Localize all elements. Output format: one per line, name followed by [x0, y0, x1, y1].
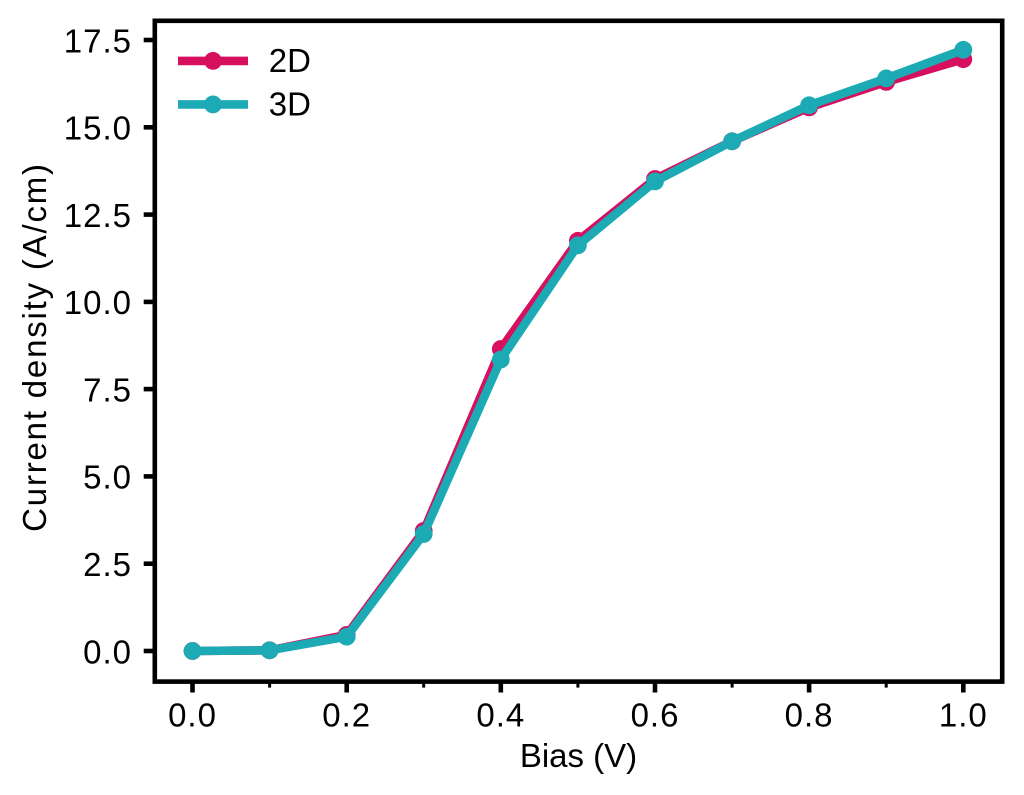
svg-text:15.0: 15.0 [64, 110, 132, 147]
svg-text:0.8: 0.8 [785, 696, 834, 733]
svg-text:7.5: 7.5 [83, 371, 132, 408]
svg-text:1.0: 1.0 [939, 696, 988, 733]
svg-text:0.2: 0.2 [322, 696, 371, 733]
svg-text:0.6: 0.6 [631, 696, 680, 733]
svg-text:0.0: 0.0 [83, 633, 132, 670]
svg-text:0.4: 0.4 [476, 696, 525, 733]
svg-text:Bias (V): Bias (V) [520, 737, 637, 774]
svg-text:5.0: 5.0 [83, 459, 132, 496]
svg-text:Current density (A/cm): Current density (A/cm) [16, 162, 53, 532]
svg-text:0.0: 0.0 [168, 696, 217, 733]
svg-text:3D: 3D [269, 86, 311, 123]
svg-text:2D: 2D [269, 42, 311, 79]
svg-text:17.5: 17.5 [64, 22, 132, 59]
svg-text:10.0: 10.0 [64, 284, 132, 321]
svg-text:2.5: 2.5 [83, 546, 132, 583]
svg-text:12.5: 12.5 [64, 197, 132, 234]
